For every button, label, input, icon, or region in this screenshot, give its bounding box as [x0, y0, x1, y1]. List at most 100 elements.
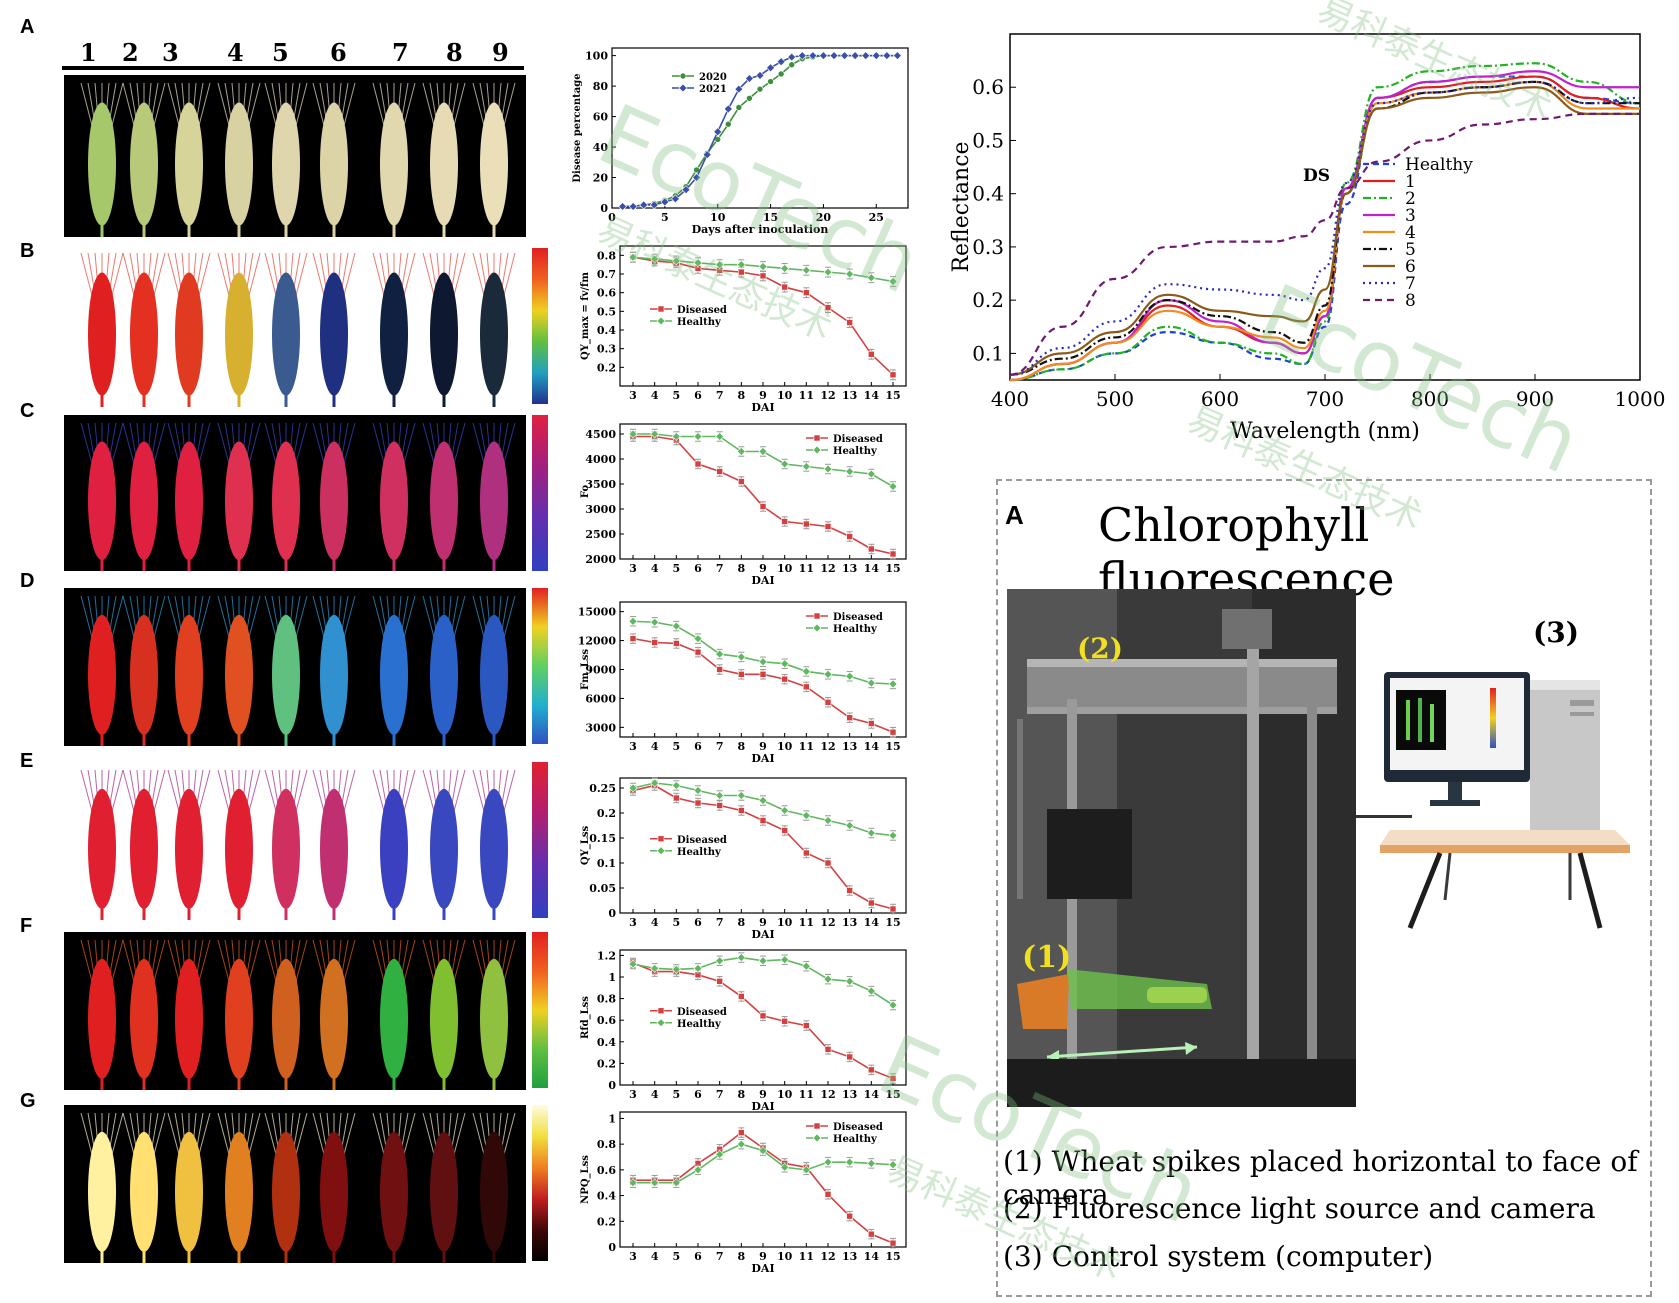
- data-point: [866, 986, 876, 996]
- spike-body: [175, 441, 203, 561]
- y-tick-label: 0.8: [597, 993, 616, 1006]
- x-tick-label: 10: [777, 389, 793, 402]
- x-tick-label: 500: [1096, 387, 1134, 411]
- x-tick-label: 10: [710, 211, 726, 224]
- data-point: [671, 1178, 681, 1188]
- data-point: [868, 720, 875, 727]
- wheat-spike: [122, 595, 166, 746]
- data-point: [889, 905, 897, 913]
- chart-reflectance: 400 500 600 700 800 900 1000 0.1 0.2 0.3 0.4 0.5 0.6…: [928, 24, 1665, 454]
- setup-caption-2: (2) Fluorescence light source and camera: [1003, 1192, 1596, 1225]
- wheat-spike: [422, 595, 466, 746]
- spike-body: [272, 272, 300, 396]
- spike-body: [480, 958, 508, 1079]
- spike-body: [320, 272, 348, 396]
- spike-number: 1: [80, 38, 97, 67]
- x-tick-label: 7: [716, 1088, 724, 1101]
- data-point: [628, 429, 638, 439]
- setup-photo-drawing: [1007, 589, 1356, 1107]
- x-tick-label: 11: [799, 562, 814, 575]
- x-tick-label: 15: [885, 740, 900, 753]
- x-tick-label: 9: [759, 389, 767, 402]
- y-axis-label: Fm_Lss: [580, 649, 591, 690]
- wheat-spike: [217, 422, 261, 571]
- wheat-spike: [312, 1112, 356, 1263]
- y-tick-label: 0.2: [597, 1215, 616, 1228]
- legend-label: 7: [1405, 274, 1416, 294]
- spike-body: [480, 614, 508, 735]
- series-line: [632, 637, 894, 733]
- wheat-spike: [264, 252, 308, 407]
- data-point: [803, 1022, 810, 1029]
- x-tick-label: 5: [673, 740, 681, 753]
- x-tick-label: 10: [777, 916, 793, 929]
- spike-body: [430, 788, 458, 909]
- wheat-spike: [122, 939, 166, 1090]
- data-point: [777, 70, 785, 78]
- legend-label: Diseased: [833, 612, 883, 623]
- x-tick-label: 3: [629, 1088, 637, 1101]
- y-tick-label: 3000: [585, 503, 616, 516]
- data-point: [723, 104, 733, 114]
- data-point: [781, 827, 788, 834]
- data-point: [656, 846, 666, 856]
- y-tick-label: 0.2: [597, 1057, 616, 1070]
- data-point: [889, 728, 897, 736]
- x-axis-label: DAI: [751, 574, 774, 587]
- data-point: [759, 817, 767, 824]
- y-tick-label: 0.1: [972, 341, 1004, 365]
- wheat-spike: [264, 82, 308, 237]
- data-point: [845, 269, 855, 279]
- data-point: [759, 503, 767, 510]
- spike-body: [130, 102, 158, 226]
- x-tick-label: 12: [820, 740, 835, 753]
- data-point: [888, 277, 898, 286]
- y-tick-label: 0: [608, 1241, 616, 1254]
- data-point: [846, 1212, 853, 1220]
- data-point: [846, 714, 853, 722]
- data-point: [846, 319, 853, 326]
- data-point: [738, 1129, 745, 1136]
- x-tick-label: 8: [738, 740, 746, 753]
- x-tick-label: 1000: [1615, 387, 1666, 411]
- spike-image-e: [64, 762, 526, 920]
- data-point: [716, 666, 723, 673]
- legend-label: Diseased: [833, 434, 883, 445]
- data-point: [781, 675, 788, 683]
- spike-drawing: [80, 939, 516, 1090]
- x-tick-label: 3: [629, 740, 637, 753]
- x-tick-label: 15: [885, 916, 900, 929]
- spike-body: [430, 958, 458, 1079]
- wheat-spike: [472, 939, 516, 1090]
- wheat-spike: [422, 1112, 466, 1263]
- x-tick-label: 9: [759, 1088, 767, 1101]
- wheat-spike: [472, 82, 516, 237]
- data-point: [797, 51, 807, 61]
- data-point: [846, 887, 853, 894]
- data-point: [801, 811, 811, 820]
- data-point: [780, 955, 790, 965]
- wheat-spike: [372, 939, 416, 1090]
- x-tick-label: 5: [661, 211, 669, 224]
- x-tick-label: 10: [777, 1250, 793, 1263]
- x-tick-label: 5: [673, 1250, 681, 1263]
- wheat-spike: [312, 769, 356, 920]
- wheat-spike: [217, 595, 261, 746]
- data-point: [759, 272, 767, 280]
- spike-body: [380, 788, 408, 909]
- spike-body: [430, 614, 458, 735]
- data-point: [628, 616, 638, 626]
- wheat-spike: [312, 939, 356, 1090]
- y-tick-label: 20: [593, 172, 609, 185]
- data-point: [861, 51, 871, 61]
- data-point: [629, 635, 637, 642]
- data-point: [693, 432, 703, 441]
- spike-body: [88, 614, 116, 735]
- spike-body: [430, 272, 458, 396]
- data-point: [812, 623, 822, 633]
- spike-body: [480, 1131, 508, 1252]
- spike-body: [88, 441, 116, 561]
- spike-body: [430, 102, 458, 226]
- plot-frame: [1009, 33, 1641, 381]
- x-tick-label: 8: [738, 389, 746, 402]
